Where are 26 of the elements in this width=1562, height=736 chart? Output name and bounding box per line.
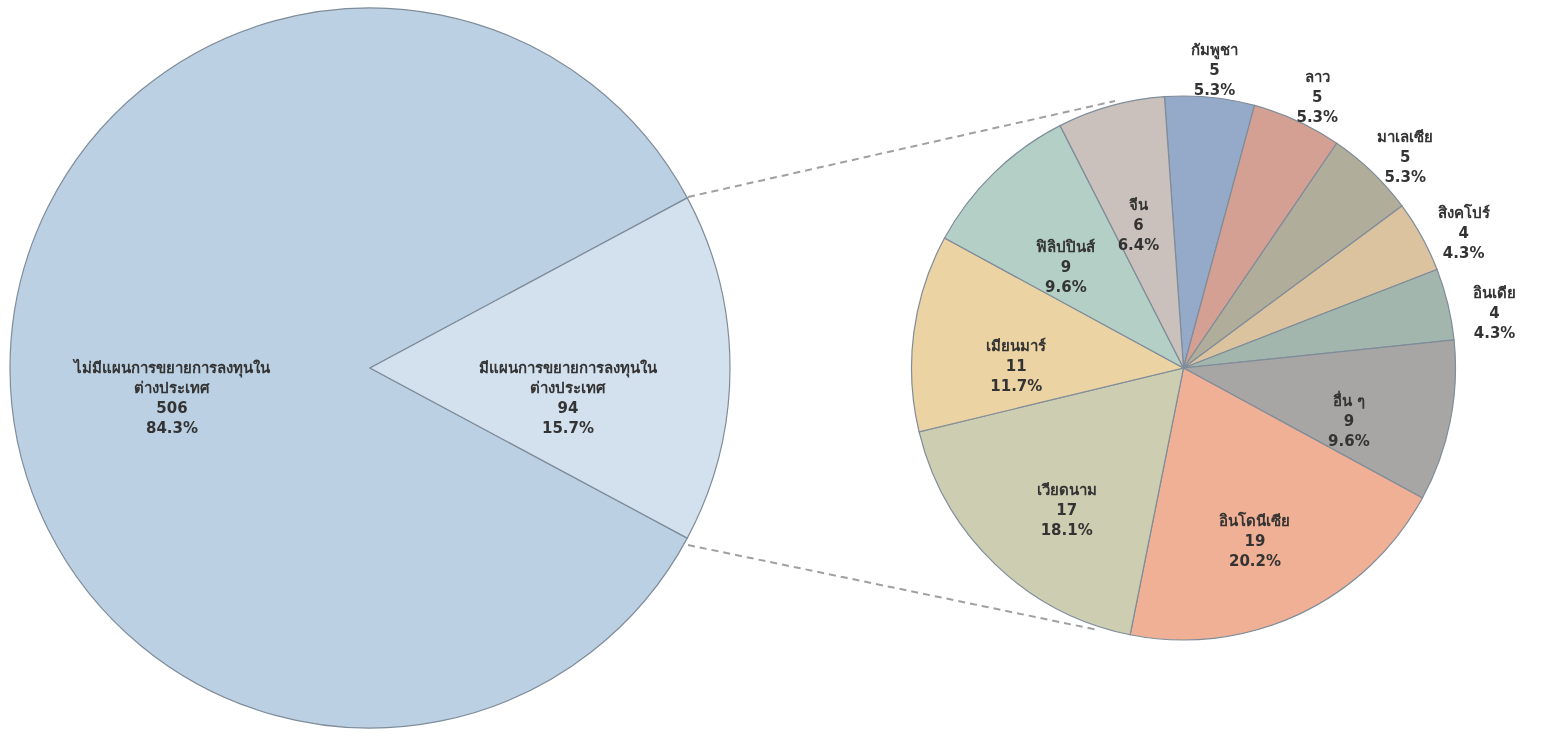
data-label: 506 84.3%	[145, 399, 199, 437]
slice-label: เวียดนาม	[1036, 480, 1097, 499]
data-label: 17 18.1%	[1040, 500, 1093, 539]
slice-label: มีแผนการขยายการลงทุนใน ต่างประเทศ	[479, 359, 658, 397]
slice-label: ไม่มีแผนการขยายการลงทุนใน ต่างประเทศ	[72, 358, 271, 397]
data-label: 5 5.3%	[1384, 148, 1427, 187]
slice-label: ลาว	[1304, 68, 1330, 87]
slice-label: มาเลเซีย	[1377, 128, 1434, 147]
slice-label: กัมพูชา	[1191, 40, 1239, 60]
slice-label: สิงคโปร์	[1437, 203, 1491, 223]
data-label: 4 4.3%	[1473, 303, 1516, 342]
slice-label: อื่น ๆ	[1332, 390, 1365, 411]
data-label: 5 5.3%	[1296, 88, 1339, 127]
slice-label: จีน	[1128, 196, 1149, 215]
slice-label: ฟิลิปปินส์	[1036, 238, 1097, 257]
data-label: 9 9.6%	[1045, 258, 1087, 297]
data-label: 19 20.2%	[1228, 531, 1281, 570]
slice-label: เมียนมาร์	[986, 337, 1048, 356]
data-label: 6 6.4%	[1117, 216, 1160, 255]
slice-label: อินโดนีเซีย	[1219, 510, 1291, 530]
data-label: 9 9.6%	[1328, 412, 1370, 451]
data-label: 4 4.3%	[1442, 224, 1485, 263]
data-label: 94 15.7%	[541, 399, 595, 437]
data-label: 11 11.7%	[990, 357, 1043, 396]
data-label: 5 5.3%	[1193, 60, 1236, 99]
slice-label: อินเดีย	[1473, 283, 1517, 302]
